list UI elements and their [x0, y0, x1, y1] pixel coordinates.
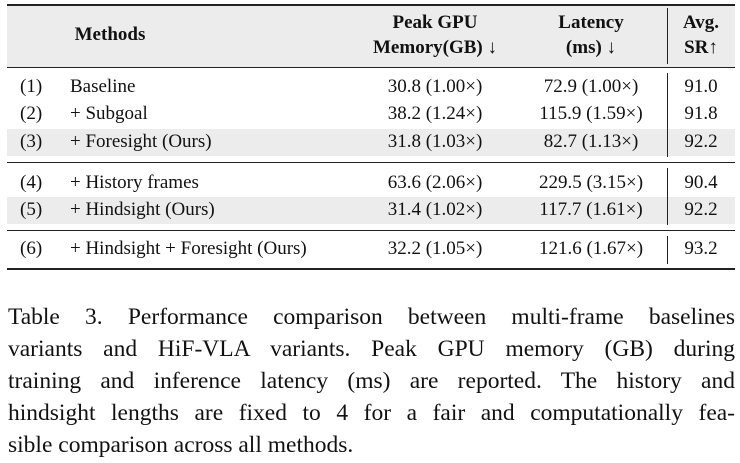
value-cell: 91.0: [684, 76, 718, 97]
row-band: [7, 129, 735, 156]
header-cell: Latency: [558, 12, 624, 33]
row-index: (5): [20, 199, 43, 220]
value-cell: 92.2: [684, 199, 718, 220]
caption-line: hindsight lengths are fixed to 4 for a f…: [8, 400, 735, 426]
header-cell: Avg.: [682, 12, 720, 33]
row-index: (1): [20, 76, 43, 97]
header-cell: Memory(GB) ↓: [373, 37, 497, 58]
method-cell: + Subgoal: [70, 103, 148, 124]
caption-line: variants and HiF-VLA variants. Peak GPU …: [8, 336, 735, 362]
header-cell: (ms) ↓: [565, 37, 617, 58]
value-cell: 90.4: [684, 172, 718, 193]
row-index: (2): [20, 103, 43, 124]
rule: [7, 4, 735, 6]
header-cell: Methods: [74, 24, 146, 45]
method-cell: + Hindsight + Foresight (Ours): [70, 238, 307, 259]
method-cell: Baseline: [70, 76, 136, 97]
rule: [7, 162, 735, 163]
row-band: [7, 197, 735, 224]
column-divider: [667, 8, 668, 64]
value-cell: 115.9 (1.59×): [539, 103, 643, 124]
value-cell: 229.5 (3.15×): [538, 172, 644, 193]
rule: [7, 67, 735, 68]
value-cell: 117.7 (1.61×): [539, 199, 643, 220]
value-cell: 31.8 (1.03×): [387, 131, 483, 152]
method-cell: + Hindsight (Ours): [70, 199, 215, 220]
method-cell: + Foresight (Ours): [70, 131, 212, 152]
value-cell: 72.9 (1.00×): [543, 76, 639, 97]
header-cell: SR↑: [684, 37, 718, 58]
value-cell: 93.2: [684, 238, 718, 259]
value-cell: 121.6 (1.67×): [538, 238, 644, 259]
row-index: (3): [20, 131, 43, 152]
row-index: (4): [20, 172, 43, 193]
caption-line: sible comparison across all methods.: [8, 432, 354, 458]
value-cell: 30.8 (1.00×): [387, 76, 483, 97]
column-divider: [667, 168, 668, 225]
rule: [7, 230, 735, 231]
caption-line: training and inference latency (ms) are …: [8, 368, 735, 394]
value-cell: 91.8: [684, 103, 718, 124]
value-cell: 32.2 (1.05×): [387, 238, 483, 259]
caption-line: Table 3. Performance comparison between …: [8, 304, 735, 330]
rule: [7, 268, 735, 270]
value-cell: 82.7 (1.13×): [543, 131, 639, 152]
value-cell: 31.4 (1.02×): [387, 199, 483, 220]
value-cell: 63.6 (2.06×): [387, 172, 483, 193]
column-divider: [667, 73, 668, 157]
column-divider: [667, 236, 668, 264]
header-cell: Peak GPU: [392, 12, 478, 33]
row-index: (6): [20, 238, 43, 259]
method-cell: + History frames: [70, 172, 199, 193]
header-band: [7, 5, 735, 67]
value-cell: 38.2 (1.24×): [387, 103, 483, 124]
value-cell: 92.2: [684, 131, 718, 152]
